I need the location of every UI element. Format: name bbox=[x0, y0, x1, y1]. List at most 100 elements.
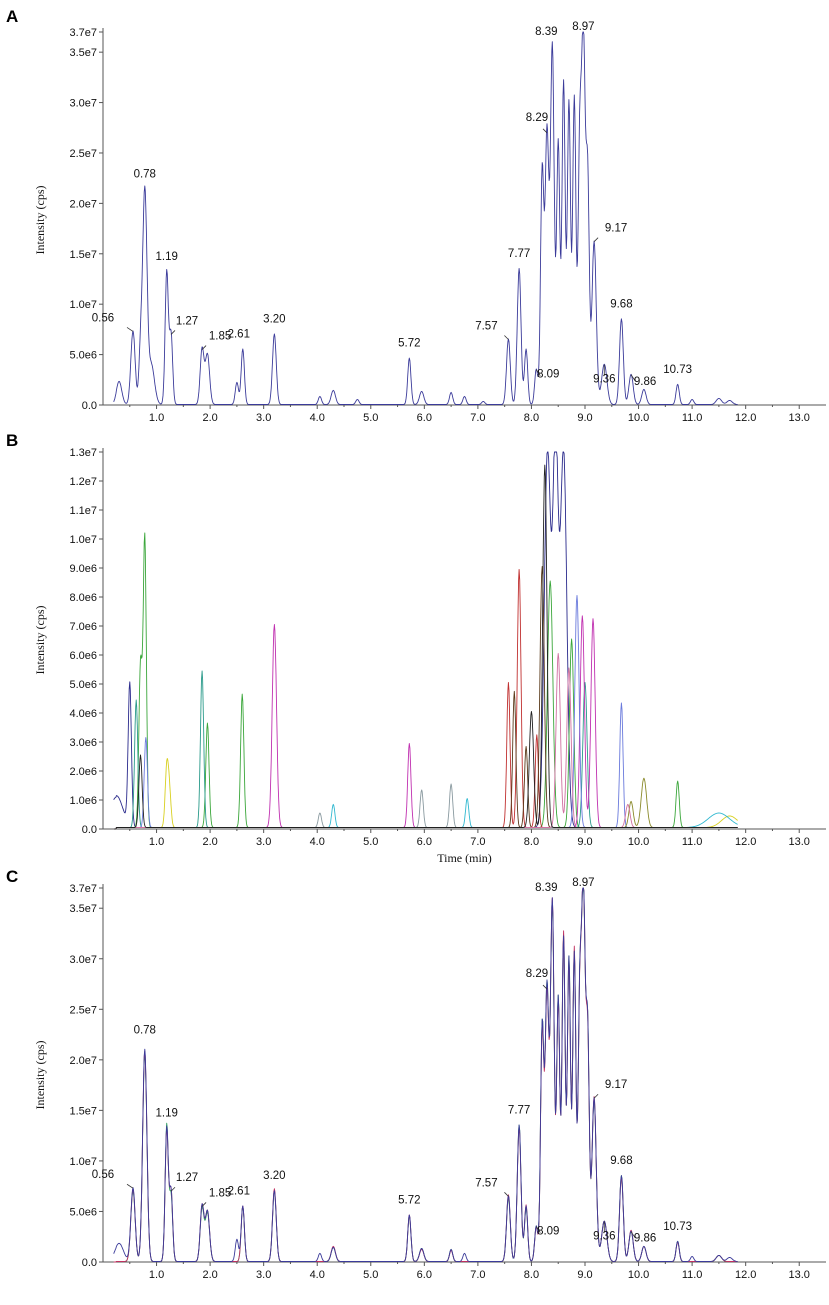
peak-label: 8.09 bbox=[537, 1226, 559, 1238]
series-line bbox=[113, 887, 738, 1263]
x-tick-label: 3.0 bbox=[256, 836, 271, 848]
y-tick-label: 4.0e6 bbox=[69, 708, 97, 720]
x-tick-label: 13.0 bbox=[789, 412, 810, 424]
peak-label: 2.61 bbox=[228, 1185, 250, 1197]
x-tick-label: 13.0 bbox=[789, 1269, 810, 1281]
peak-label: 9.68 bbox=[610, 298, 632, 310]
panel-letter-b: B bbox=[6, 431, 18, 450]
peak-label: 9.17 bbox=[605, 223, 627, 235]
peak-label: 0.56 bbox=[92, 1169, 114, 1181]
y-tick-label: 2.5e7 bbox=[69, 1004, 97, 1016]
peak-label: 8.39 bbox=[535, 882, 557, 894]
peak-leader bbox=[593, 237, 599, 242]
x-tick-label: 8.0 bbox=[524, 836, 539, 848]
x-tick-label: 2.0 bbox=[202, 412, 217, 424]
series-line bbox=[113, 464, 738, 830]
series-line bbox=[113, 615, 738, 830]
x-tick-label: 7.0 bbox=[470, 412, 485, 424]
y-tick-label: 3.0e7 bbox=[69, 98, 97, 110]
y-tick-label: 1.0e7 bbox=[69, 299, 97, 311]
x-tick-label: 2.0 bbox=[202, 1269, 217, 1281]
y-tick-label: 5.0e6 bbox=[69, 350, 97, 362]
peak-label: 1.27 bbox=[176, 1172, 198, 1184]
peak-leader bbox=[170, 330, 176, 335]
y-tick-label: 9.0e6 bbox=[69, 563, 97, 575]
y-axis-label: Intensity (cps) bbox=[33, 606, 47, 675]
x-tick-label: 4.0 bbox=[310, 1269, 325, 1281]
peak-leader bbox=[630, 374, 636, 381]
peak-label: 1.19 bbox=[156, 1108, 178, 1120]
y-tick-label: 3.5e7 bbox=[69, 903, 97, 915]
y-axis-label: Intensity (cps) bbox=[33, 1041, 47, 1110]
series-line bbox=[113, 595, 738, 830]
x-tick-label: 3.0 bbox=[256, 1269, 271, 1281]
peak-label: 8.97 bbox=[572, 21, 594, 33]
series-line bbox=[113, 670, 738, 830]
y-tick-label: 3.0e7 bbox=[69, 954, 97, 966]
x-tick-label: 6.0 bbox=[417, 836, 432, 848]
x-tick-label: 12.0 bbox=[735, 836, 756, 848]
peak-leader bbox=[504, 335, 509, 340]
peak-label: 2.61 bbox=[228, 329, 250, 341]
y-tick-label: 7.0e6 bbox=[69, 621, 97, 633]
y-tick-label: 2.0e7 bbox=[69, 1055, 97, 1067]
x-tick-label: 13.0 bbox=[789, 836, 810, 848]
y-axis-label: Intensity (cps) bbox=[33, 186, 47, 255]
peak-leader bbox=[630, 1231, 636, 1238]
series-line bbox=[113, 887, 738, 1263]
x-tick-label: 7.0 bbox=[470, 1269, 485, 1281]
y-tick-label: 1.2e7 bbox=[69, 476, 97, 488]
x-tick-label: 6.0 bbox=[417, 1269, 432, 1281]
panel-a-chart: 0.0 5.0e6 1.0e7 1.5e7 2.0e7 2.5e7 3.0e7 3.5e7 3.… bbox=[33, 21, 826, 424]
x-tick-label: 1.0 bbox=[149, 412, 164, 424]
x-tick-label: 10.0 bbox=[628, 412, 649, 424]
peak-label: 9.17 bbox=[605, 1079, 627, 1091]
x-tick-label: 6.0 bbox=[417, 412, 432, 424]
y-tick-label: 1.0e7 bbox=[69, 534, 97, 546]
peak-label: 8.29 bbox=[526, 968, 548, 980]
x-tick-label: 3.0 bbox=[256, 412, 271, 424]
peak-label: 8.39 bbox=[535, 26, 557, 38]
series-line bbox=[113, 777, 738, 830]
peak-label: 8.29 bbox=[526, 112, 548, 124]
peak-leader bbox=[126, 327, 134, 332]
x-tick-label: 1.0 bbox=[149, 1269, 164, 1281]
peak-leader bbox=[170, 1186, 176, 1192]
x-tick-label: 5.0 bbox=[363, 1269, 378, 1281]
x-tick-label: 11.0 bbox=[682, 836, 703, 848]
peak-leader bbox=[535, 369, 541, 376]
y-tick-label: 2.0e6 bbox=[69, 766, 97, 778]
peak-label: 3.20 bbox=[263, 313, 285, 325]
series-line bbox=[113, 451, 738, 828]
series-line bbox=[113, 783, 738, 830]
x-tick-label: 9.0 bbox=[577, 836, 592, 848]
peak-leader bbox=[201, 345, 207, 350]
y-tick-label: 1.0e6 bbox=[69, 795, 97, 807]
y-tick-label: 3.7e7 bbox=[69, 883, 97, 895]
y-tick-label: 0.0 bbox=[82, 400, 97, 412]
y-tick-label: 0.0 bbox=[82, 824, 97, 836]
x-tick-label: 7.0 bbox=[470, 836, 485, 848]
series-line bbox=[113, 532, 738, 830]
peak-label: 7.77 bbox=[508, 248, 530, 260]
peak-label: 10.73 bbox=[663, 1221, 692, 1233]
x-tick-label: 11.0 bbox=[682, 412, 703, 424]
y-tick-label: 1.0e7 bbox=[69, 1156, 97, 1168]
x-tick-label: 2.0 bbox=[202, 836, 217, 848]
series-line bbox=[113, 887, 738, 1262]
panel-b-chart: 0.0 1.0e6 2.0e6 3.0e6 4.0e6 5.0e6 6.0e6 7.0e6 8.… bbox=[33, 447, 826, 865]
peak-label: 1.27 bbox=[176, 315, 198, 327]
y-tick-label: 1.5e7 bbox=[69, 249, 97, 261]
x-tick-label: 4.0 bbox=[310, 836, 325, 848]
peak-label: 9.36 bbox=[593, 374, 615, 386]
peak-label: 0.56 bbox=[92, 312, 114, 324]
x-tick-label: 4.0 bbox=[310, 412, 325, 424]
panel-letter-a: A bbox=[6, 7, 18, 26]
x-tick-label: 11.0 bbox=[682, 1269, 703, 1281]
peak-label: 0.78 bbox=[134, 168, 156, 180]
peak-leader bbox=[504, 1192, 509, 1197]
peak-label: 3.20 bbox=[263, 1170, 285, 1182]
peak-leader bbox=[126, 1183, 134, 1189]
peak-label: 9.86 bbox=[634, 376, 656, 388]
